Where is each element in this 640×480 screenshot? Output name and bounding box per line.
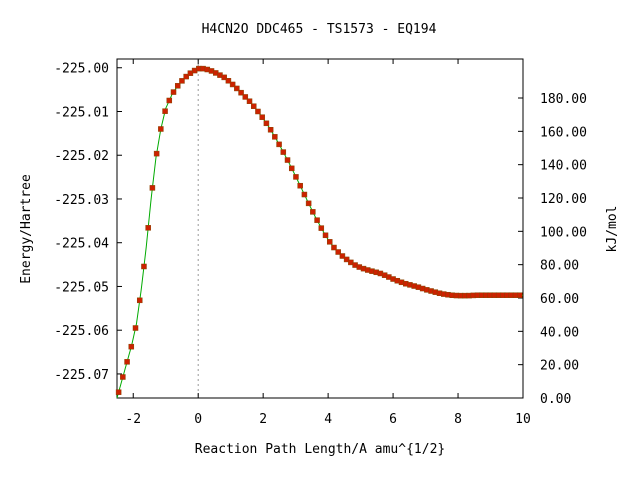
data-point xyxy=(284,157,291,163)
x-tick-label: 0 xyxy=(194,412,202,427)
y2-tick-label: 60.00 xyxy=(540,292,579,307)
y-tick-label: -225.03 xyxy=(54,193,109,208)
data-point xyxy=(174,83,181,89)
y-tick-label: -225.00 xyxy=(54,62,109,77)
data-point xyxy=(339,253,346,259)
data-point xyxy=(225,78,232,84)
y2-tick-label: 180.00 xyxy=(540,92,587,107)
y2-tick-label: 100.00 xyxy=(540,225,587,240)
data-point xyxy=(263,120,270,127)
data-point xyxy=(166,97,173,104)
chart-title: H4CN2O DDC465 - TS1573 - EQ194 xyxy=(202,22,437,37)
y2-tick-label: 0.00 xyxy=(540,392,571,407)
data-point xyxy=(115,389,122,395)
x-tick-label: 2 xyxy=(259,412,267,427)
data-point xyxy=(132,325,139,331)
y-tick-label: -225.05 xyxy=(54,280,109,295)
data-point xyxy=(179,78,185,84)
y-tick-label: -225.04 xyxy=(54,237,109,252)
y2-tick-label: 80.00 xyxy=(540,259,579,274)
y2-tick-label: 140.00 xyxy=(540,159,587,174)
y2-tick-label: 20.00 xyxy=(540,359,579,374)
data-point xyxy=(229,81,236,88)
data-point xyxy=(305,200,312,207)
y2-tick-label: 40.00 xyxy=(540,325,579,340)
data-point xyxy=(141,263,147,270)
data-point xyxy=(234,85,240,92)
data-point xyxy=(276,141,282,148)
data-point xyxy=(242,94,249,100)
data-point xyxy=(153,150,160,157)
data-point xyxy=(250,103,257,109)
data-point xyxy=(170,89,177,95)
data-point xyxy=(310,209,316,215)
data-point xyxy=(120,374,126,380)
data-point xyxy=(136,297,143,304)
x-tick-label: 6 xyxy=(389,412,397,427)
data-point xyxy=(322,232,329,239)
plot-area: -2 0 2 4 6 8 10 -225.00 -225.01 -225.02 -225.03 -22… xyxy=(54,58,587,427)
data-point xyxy=(183,73,189,80)
data-point xyxy=(297,182,303,189)
data-point xyxy=(149,185,156,191)
data-point xyxy=(246,98,253,104)
data-point xyxy=(124,359,130,365)
data-point xyxy=(517,292,523,298)
data-point xyxy=(255,108,261,115)
x-axis-label: Reaction Path Length/A amu^{1/2} xyxy=(195,442,445,457)
data-point xyxy=(293,174,299,180)
y-axis-label: Energy/Hartree xyxy=(19,174,34,284)
data-point xyxy=(301,191,308,198)
y-tick-label: -225.02 xyxy=(54,149,109,164)
data-point xyxy=(288,165,295,172)
data-point xyxy=(343,256,350,263)
y2-tick-label: 120.00 xyxy=(540,192,587,207)
data-point xyxy=(145,225,151,231)
data-point xyxy=(162,108,168,114)
data-point xyxy=(314,217,320,223)
y2-tick-label: 160.00 xyxy=(540,125,587,140)
x-tick-label: 8 xyxy=(454,412,462,427)
data-point xyxy=(259,114,265,120)
energy-curve xyxy=(116,68,523,399)
x-tick-label: -2 xyxy=(125,412,141,427)
data-point xyxy=(128,343,135,350)
data-point xyxy=(158,126,164,132)
x-tick-label: 10 xyxy=(515,412,531,427)
plot-frame xyxy=(116,58,524,399)
data-point xyxy=(331,244,337,251)
data-point xyxy=(267,127,274,133)
y-tick-label: -225.07 xyxy=(54,368,109,383)
data-point xyxy=(272,134,278,140)
x-tick-label: 4 xyxy=(324,412,332,427)
data-point xyxy=(280,149,287,155)
data-point xyxy=(335,249,341,255)
data-point xyxy=(238,89,244,96)
data-point xyxy=(326,239,333,245)
y2-axis-label: kJ/mol xyxy=(605,206,620,253)
data-point xyxy=(318,225,325,231)
data-point xyxy=(221,74,227,81)
y-tick-label: -225.01 xyxy=(54,105,109,120)
y-tick-label: -225.06 xyxy=(54,324,109,339)
